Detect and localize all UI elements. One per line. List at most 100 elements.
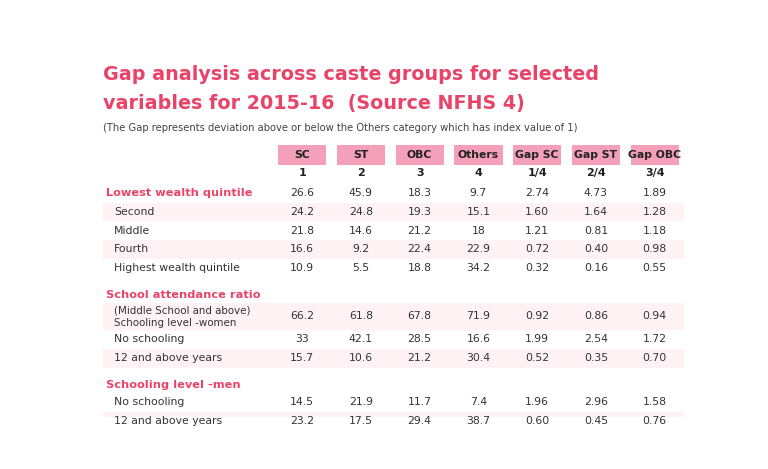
Text: 0.32: 0.32 xyxy=(525,263,549,273)
Text: 1.60: 1.60 xyxy=(525,207,549,217)
Text: 0.72: 0.72 xyxy=(525,244,549,255)
Text: 1.28: 1.28 xyxy=(643,207,667,217)
Text: 18: 18 xyxy=(472,226,485,236)
Text: 12 and above years: 12 and above years xyxy=(114,416,222,426)
Text: (The Gap represents deviation above or below the Others category which has index: (The Gap represents deviation above or b… xyxy=(103,123,578,133)
Text: 4: 4 xyxy=(475,168,482,178)
Text: 15.7: 15.7 xyxy=(290,353,314,363)
FancyBboxPatch shape xyxy=(631,145,679,165)
Text: No schooling: No schooling xyxy=(114,397,184,407)
Text: 2.54: 2.54 xyxy=(584,334,608,344)
Text: 30.4: 30.4 xyxy=(466,353,491,363)
Text: 0.52: 0.52 xyxy=(525,353,549,363)
Text: 21.8: 21.8 xyxy=(290,226,314,236)
Text: 23.2: 23.2 xyxy=(290,416,314,426)
Text: 66.2: 66.2 xyxy=(290,311,314,321)
Text: 38.7: 38.7 xyxy=(466,416,491,426)
Text: 45.9: 45.9 xyxy=(349,188,373,198)
Text: 21.9: 21.9 xyxy=(349,397,373,407)
Text: 0.40: 0.40 xyxy=(584,244,608,255)
Text: 1.89: 1.89 xyxy=(643,188,667,198)
Text: 1.58: 1.58 xyxy=(643,397,667,407)
Text: 14.5: 14.5 xyxy=(290,397,314,407)
Text: 0.45: 0.45 xyxy=(584,416,608,426)
FancyBboxPatch shape xyxy=(103,412,684,431)
Text: 0.70: 0.70 xyxy=(643,353,667,363)
Text: 42.1: 42.1 xyxy=(349,334,373,344)
Text: 24.2: 24.2 xyxy=(290,207,314,217)
Text: Middle: Middle xyxy=(114,226,150,236)
Text: 0.98: 0.98 xyxy=(643,244,667,255)
Text: 0.94: 0.94 xyxy=(643,311,667,321)
Text: 22.9: 22.9 xyxy=(466,244,491,255)
Text: 1.99: 1.99 xyxy=(525,334,549,344)
Text: 67.8: 67.8 xyxy=(408,311,432,321)
Text: 10.6: 10.6 xyxy=(349,353,373,363)
Text: 1.72: 1.72 xyxy=(643,334,667,344)
Text: Highest wealth quintile: Highest wealth quintile xyxy=(114,263,240,273)
Text: School attendance ratio: School attendance ratio xyxy=(105,290,260,300)
FancyBboxPatch shape xyxy=(572,145,620,165)
Text: 71.9: 71.9 xyxy=(466,311,491,321)
Text: 14.6: 14.6 xyxy=(349,226,373,236)
Text: 16.6: 16.6 xyxy=(466,334,491,344)
Text: 34.2: 34.2 xyxy=(466,263,491,273)
Text: Schooling level -men: Schooling level -men xyxy=(105,380,240,390)
Text: 0.60: 0.60 xyxy=(525,416,549,426)
Text: 2.74: 2.74 xyxy=(525,188,549,198)
Text: SC: SC xyxy=(294,150,310,159)
Text: 1.96: 1.96 xyxy=(525,397,549,407)
Text: 1.64: 1.64 xyxy=(584,207,608,217)
Text: 16.6: 16.6 xyxy=(290,244,314,255)
Text: 28.5: 28.5 xyxy=(408,334,432,344)
Text: 3: 3 xyxy=(415,168,423,178)
Text: 3/4: 3/4 xyxy=(645,168,664,178)
Text: variables for 2015-16  (Source NFHS 4): variables for 2015-16 (Source NFHS 4) xyxy=(103,94,525,113)
Text: 61.8: 61.8 xyxy=(349,311,373,321)
Text: 22.4: 22.4 xyxy=(408,244,432,255)
Text: 7.4: 7.4 xyxy=(470,397,487,407)
FancyBboxPatch shape xyxy=(396,145,444,165)
Text: 1/4: 1/4 xyxy=(528,168,547,178)
Text: 2: 2 xyxy=(357,168,365,178)
Text: 1: 1 xyxy=(298,168,306,178)
Text: 17.5: 17.5 xyxy=(349,416,373,426)
Text: 12 and above years: 12 and above years xyxy=(114,353,222,363)
FancyBboxPatch shape xyxy=(337,145,385,165)
Text: 0.86: 0.86 xyxy=(584,311,608,321)
FancyBboxPatch shape xyxy=(103,349,684,368)
Text: 24.8: 24.8 xyxy=(349,207,373,217)
Text: 21.2: 21.2 xyxy=(408,226,432,236)
FancyBboxPatch shape xyxy=(278,145,326,165)
Text: 33: 33 xyxy=(295,334,309,344)
Text: 29.4: 29.4 xyxy=(408,416,432,426)
FancyBboxPatch shape xyxy=(103,240,684,259)
Text: 5.5: 5.5 xyxy=(353,263,369,273)
Text: 15.1: 15.1 xyxy=(466,207,491,217)
Text: No schooling: No schooling xyxy=(114,334,184,344)
Text: 9.2: 9.2 xyxy=(353,244,369,255)
Text: 2.96: 2.96 xyxy=(584,397,608,407)
Text: 19.3: 19.3 xyxy=(408,207,432,217)
Text: 11.7: 11.7 xyxy=(408,397,432,407)
Text: 2/4: 2/4 xyxy=(586,168,606,178)
FancyBboxPatch shape xyxy=(455,145,502,165)
FancyBboxPatch shape xyxy=(103,203,684,221)
Text: 18.3: 18.3 xyxy=(408,188,432,198)
Text: 0.16: 0.16 xyxy=(584,263,608,273)
Text: 21.2: 21.2 xyxy=(408,353,432,363)
Text: ST: ST xyxy=(353,150,369,159)
Text: 10.9: 10.9 xyxy=(290,263,314,273)
Text: Lowest wealth quintile: Lowest wealth quintile xyxy=(105,188,252,198)
Text: 1.21: 1.21 xyxy=(525,226,549,236)
FancyBboxPatch shape xyxy=(103,303,684,330)
Text: Gap analysis across caste groups for selected: Gap analysis across caste groups for sel… xyxy=(103,65,599,84)
Text: OBC: OBC xyxy=(407,150,432,159)
Text: 26.6: 26.6 xyxy=(290,188,314,198)
FancyBboxPatch shape xyxy=(513,145,561,165)
Text: (Middle School and above)
Schooling level -women: (Middle School and above) Schooling leve… xyxy=(114,305,250,328)
Text: Gap ST: Gap ST xyxy=(574,150,617,159)
Text: Gap SC: Gap SC xyxy=(515,150,559,159)
Text: 0.76: 0.76 xyxy=(643,416,667,426)
Text: 0.81: 0.81 xyxy=(584,226,608,236)
